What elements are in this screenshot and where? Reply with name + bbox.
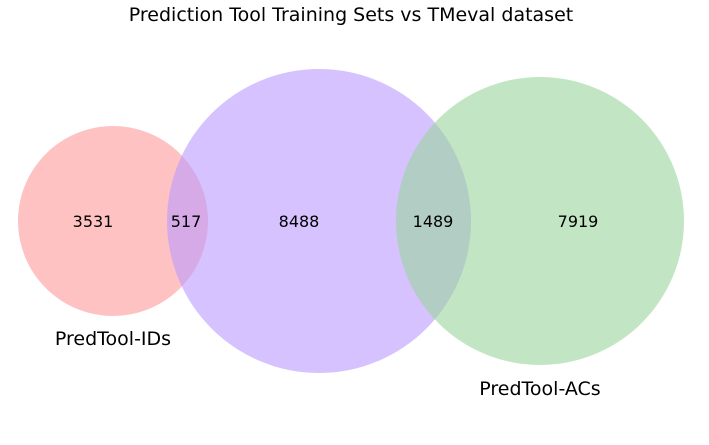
region-counts: 3531 517 8488 1489 7919 xyxy=(73,212,599,231)
circle-predtool-acs xyxy=(396,77,684,365)
set-label-predtool-acs: PredTool-ACs xyxy=(479,378,600,400)
circle-tmeval xyxy=(167,69,471,373)
circle-predtool-ids xyxy=(18,126,208,316)
count-tmeval-only: 8488 xyxy=(279,212,320,231)
set-label-predtool-ids: PredTool-IDs xyxy=(55,328,171,350)
count-ids-and-tmeval: 517 xyxy=(171,212,202,231)
set-circles xyxy=(18,69,684,373)
set-labels: PredTool-IDs PredTool-ACs xyxy=(55,328,601,400)
count-ids-only: 3531 xyxy=(73,212,114,231)
count-tmeval-and-acs: 1489 xyxy=(413,212,454,231)
count-acs-only: 7919 xyxy=(558,212,599,231)
diagram-title: Prediction Tool Training Sets vs TMeval … xyxy=(129,4,573,26)
